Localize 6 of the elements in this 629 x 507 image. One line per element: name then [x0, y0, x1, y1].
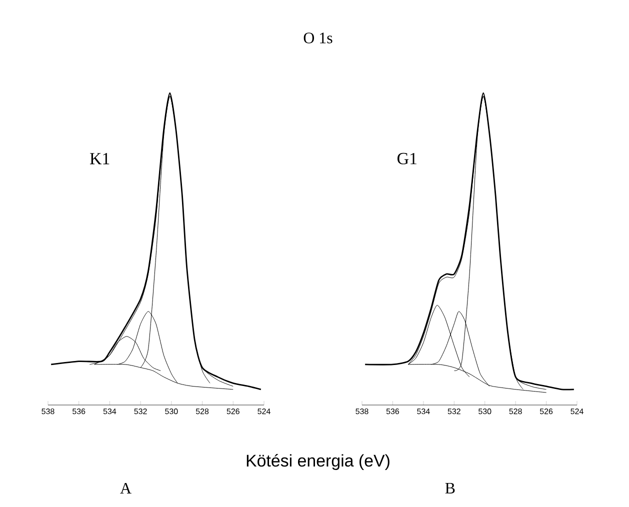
x-axis-title: Kötési energia (eV)	[246, 454, 390, 470]
annotation: G1	[397, 152, 416, 164]
text: A	[120, 482, 132, 494]
chart-title: O 1s	[304, 32, 332, 44]
text: B	[445, 482, 455, 494]
annotation: K1	[90, 153, 110, 164]
